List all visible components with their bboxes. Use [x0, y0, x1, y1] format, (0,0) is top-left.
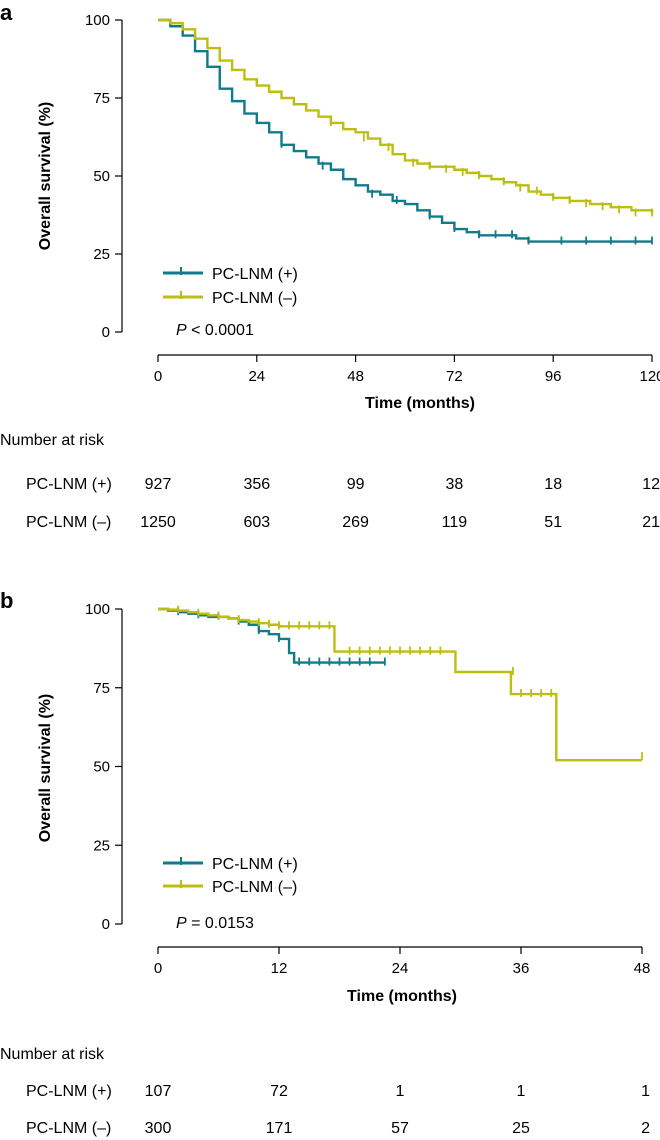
risk-title-a: Number at risk	[0, 432, 105, 449]
risk-value-neg-a: 603	[243, 514, 270, 531]
y-tick-label-b: 75	[93, 680, 110, 697]
risk-value-pos-a: 99	[347, 476, 365, 493]
risk-table-a: Number at risk PC-LNM (+) PC-LNM (–) 927…	[0, 432, 660, 531]
risk-value-neg-a: 269	[342, 514, 369, 531]
risk-value-neg-a: 119	[442, 514, 468, 531]
legend-swatch-pos-b	[163, 857, 203, 865]
legend-label-neg-b: PC-LNM (–)	[212, 879, 297, 896]
risk-row-label-neg-a: PC-LNM (–)	[26, 514, 111, 531]
p-text-b: = 0.0153	[187, 915, 254, 932]
p-value-b: P = 0.0153	[176, 915, 254, 932]
risk-value-pos-b: 107	[145, 1083, 172, 1100]
risk-row-label-neg-b: PC-LNM (–)	[26, 1120, 111, 1137]
risk-value-neg-a: 51	[544, 514, 562, 531]
legend-swatch-pos-a	[163, 267, 203, 275]
survival-curve-neg-a	[158, 18, 654, 214]
risk-value-neg-a: 1250	[140, 514, 176, 531]
y-tick-label-a: 50	[93, 168, 110, 185]
x-tick-label-b: 0	[154, 960, 162, 977]
x-tick-label-a: 96	[545, 368, 562, 385]
y-axis-title-a: Overall survival (%)	[37, 102, 54, 251]
x-tick-label-a: 24	[248, 368, 265, 385]
risk-value-pos-b: 1	[641, 1083, 650, 1100]
panel-a: a Overall survival (%) Time (months) 0 25…	[0, 0, 660, 531]
x-tick-label-b: 36	[513, 960, 530, 977]
legend-label-pos-a: PC-LNM (+)	[212, 266, 298, 283]
y-tick-label-a: 75	[93, 90, 110, 107]
x-tick-label-b: 48	[634, 960, 651, 977]
x-tick-label-a: 0	[154, 368, 162, 385]
legend-label-pos-b: PC-LNM (+)	[212, 856, 298, 873]
legend-b: PC-LNM (+) PC-LNM (–)	[163, 856, 298, 896]
y-tick-label-b: 50	[93, 759, 110, 776]
p-text-a: < 0.0001	[187, 322, 254, 339]
legend-a: PC-LNM (+) PC-LNM (–)	[163, 266, 298, 307]
legend-swatch-neg-a	[163, 291, 203, 299]
x-tick-label-b: 12	[271, 960, 288, 977]
risk-value-pos-a: 927	[145, 476, 172, 493]
risk-value-pos-a: 18	[544, 476, 562, 493]
legend-label-neg-a: PC-LNM (–)	[212, 290, 297, 307]
survival-curve-pos-a	[158, 18, 652, 243]
risk-value-neg-b: 171	[266, 1120, 293, 1137]
y-tick-label-a: 100	[85, 12, 110, 29]
survival-curve-pos-b	[158, 607, 385, 664]
y-tick-label-b: 100	[85, 601, 110, 618]
risk-value-neg-b: 25	[512, 1120, 530, 1137]
x-tick-label-a: 72	[446, 368, 463, 385]
y-tick-label-a: 25	[93, 246, 110, 263]
risk-table-b: Number at risk PC-LNM (+) PC-LNM (–) 107…	[0, 1046, 650, 1137]
panel-letter-b: b	[0, 588, 13, 613]
survival-curve-neg-b	[158, 607, 642, 762]
risk-value-neg-a: 21	[642, 514, 660, 531]
panel-letter-a: a	[0, 0, 13, 25]
risk-value-pos-b: 1	[517, 1083, 526, 1100]
x-axis-title-a: Time (months)	[365, 395, 475, 412]
panel-b: b Overall survival (%) Time (months) 025…	[0, 588, 650, 1137]
y-axis-title-b: Overall survival (%)	[37, 694, 54, 843]
x-tick-label-a: 48	[347, 368, 364, 385]
risk-value-neg-b: 57	[391, 1120, 409, 1137]
risk-value-pos-a: 356	[243, 476, 270, 493]
p-symbol-b: P	[176, 915, 187, 932]
x-tick-label-a: 120	[639, 368, 660, 385]
y-tick-label-a: 0	[102, 324, 110, 341]
risk-title-b: Number at risk	[0, 1046, 105, 1063]
risk-value-neg-b: 2	[641, 1120, 650, 1137]
x-tick-label-b: 24	[392, 960, 409, 977]
p-value-a: P < 0.0001	[176, 322, 254, 339]
risk-value-pos-b: 72	[270, 1083, 288, 1100]
legend-swatch-neg-b	[163, 880, 203, 888]
y-tick-label-b: 0	[102, 916, 110, 933]
p-symbol-a: P	[176, 322, 187, 339]
risk-row-label-pos-a: PC-LNM (+)	[26, 476, 112, 493]
y-tick-label-b: 25	[93, 837, 110, 854]
risk-value-pos-a: 38	[446, 476, 464, 493]
risk-row-label-pos-b: PC-LNM (+)	[26, 1083, 112, 1100]
risk-value-pos-b: 1	[396, 1083, 405, 1100]
risk-value-neg-b: 300	[145, 1120, 172, 1137]
x-axis-title-b: Time (months)	[347, 988, 457, 1005]
risk-value-pos-a: 12	[642, 476, 660, 493]
